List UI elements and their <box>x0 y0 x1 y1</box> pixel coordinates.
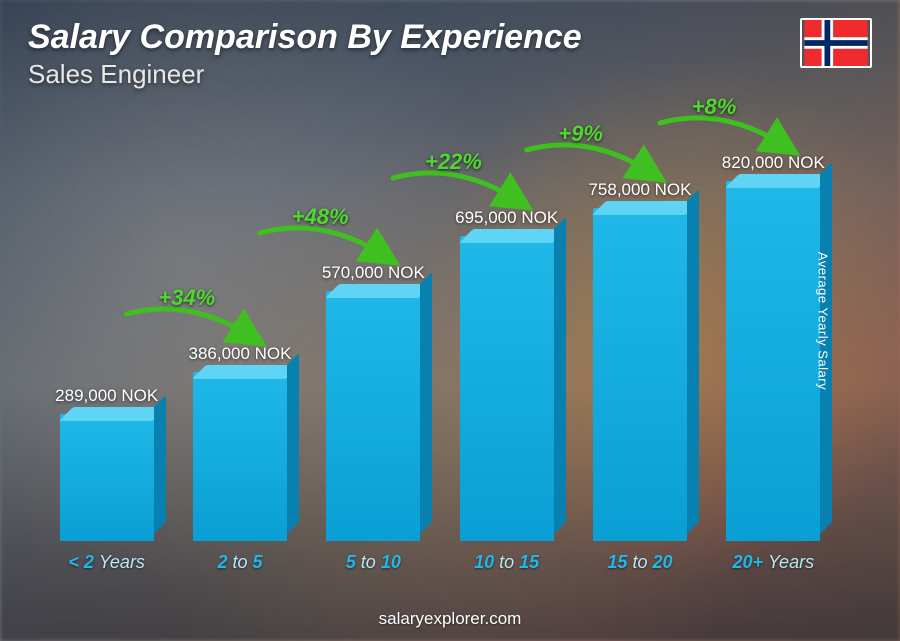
bar-category-label: 2 to 5 <box>217 552 262 573</box>
footer-source: salaryexplorer.com <box>0 609 900 629</box>
bar-group: 758,000 NOK15 to 20 <box>573 100 706 541</box>
bar-group: 570,000 NOK5 to 10 <box>307 100 440 541</box>
bar-value-label: 386,000 NOK <box>188 344 291 364</box>
bar-value-label: 695,000 NOK <box>455 208 558 228</box>
growth-pct-label: +34% <box>158 285 215 311</box>
bar-value-label: 758,000 NOK <box>588 180 691 200</box>
growth-pct-label: +9% <box>558 121 603 147</box>
bar <box>593 208 687 541</box>
bar-category-label: < 2 Years <box>68 552 145 573</box>
bar <box>60 414 154 541</box>
bar-value-label: 289,000 NOK <box>55 386 158 406</box>
bar-category-label: 5 to 10 <box>346 552 401 573</box>
bar <box>193 372 287 541</box>
page-subtitle: Sales Engineer <box>28 59 872 90</box>
bar-category-label: 15 to 20 <box>607 552 672 573</box>
bar-category-label: 20+ Years <box>733 552 815 573</box>
bar-group: 386,000 NOK2 to 5 <box>173 100 306 541</box>
bar-value-label: 570,000 NOK <box>322 263 425 283</box>
bar <box>326 291 420 541</box>
y-axis-label: Average Yearly Salary <box>815 251 830 389</box>
bar-chart: 289,000 NOK< 2 Years386,000 NOK2 to 5570… <box>40 100 840 581</box>
page-title: Salary Comparison By Experience <box>28 18 872 57</box>
bar-category-label: 10 to 15 <box>474 552 539 573</box>
bar-value-label: 820,000 NOK <box>722 153 825 173</box>
growth-pct-label: +8% <box>692 94 737 120</box>
bar-group: 289,000 NOK< 2 Years <box>40 100 173 541</box>
bar <box>460 236 554 541</box>
growth-pct-label: +22% <box>425 149 482 175</box>
bar <box>726 181 820 541</box>
header: Salary Comparison By Experience Sales En… <box>28 18 872 90</box>
growth-pct-label: +48% <box>292 204 349 230</box>
flag-norway-icon <box>800 18 872 68</box>
